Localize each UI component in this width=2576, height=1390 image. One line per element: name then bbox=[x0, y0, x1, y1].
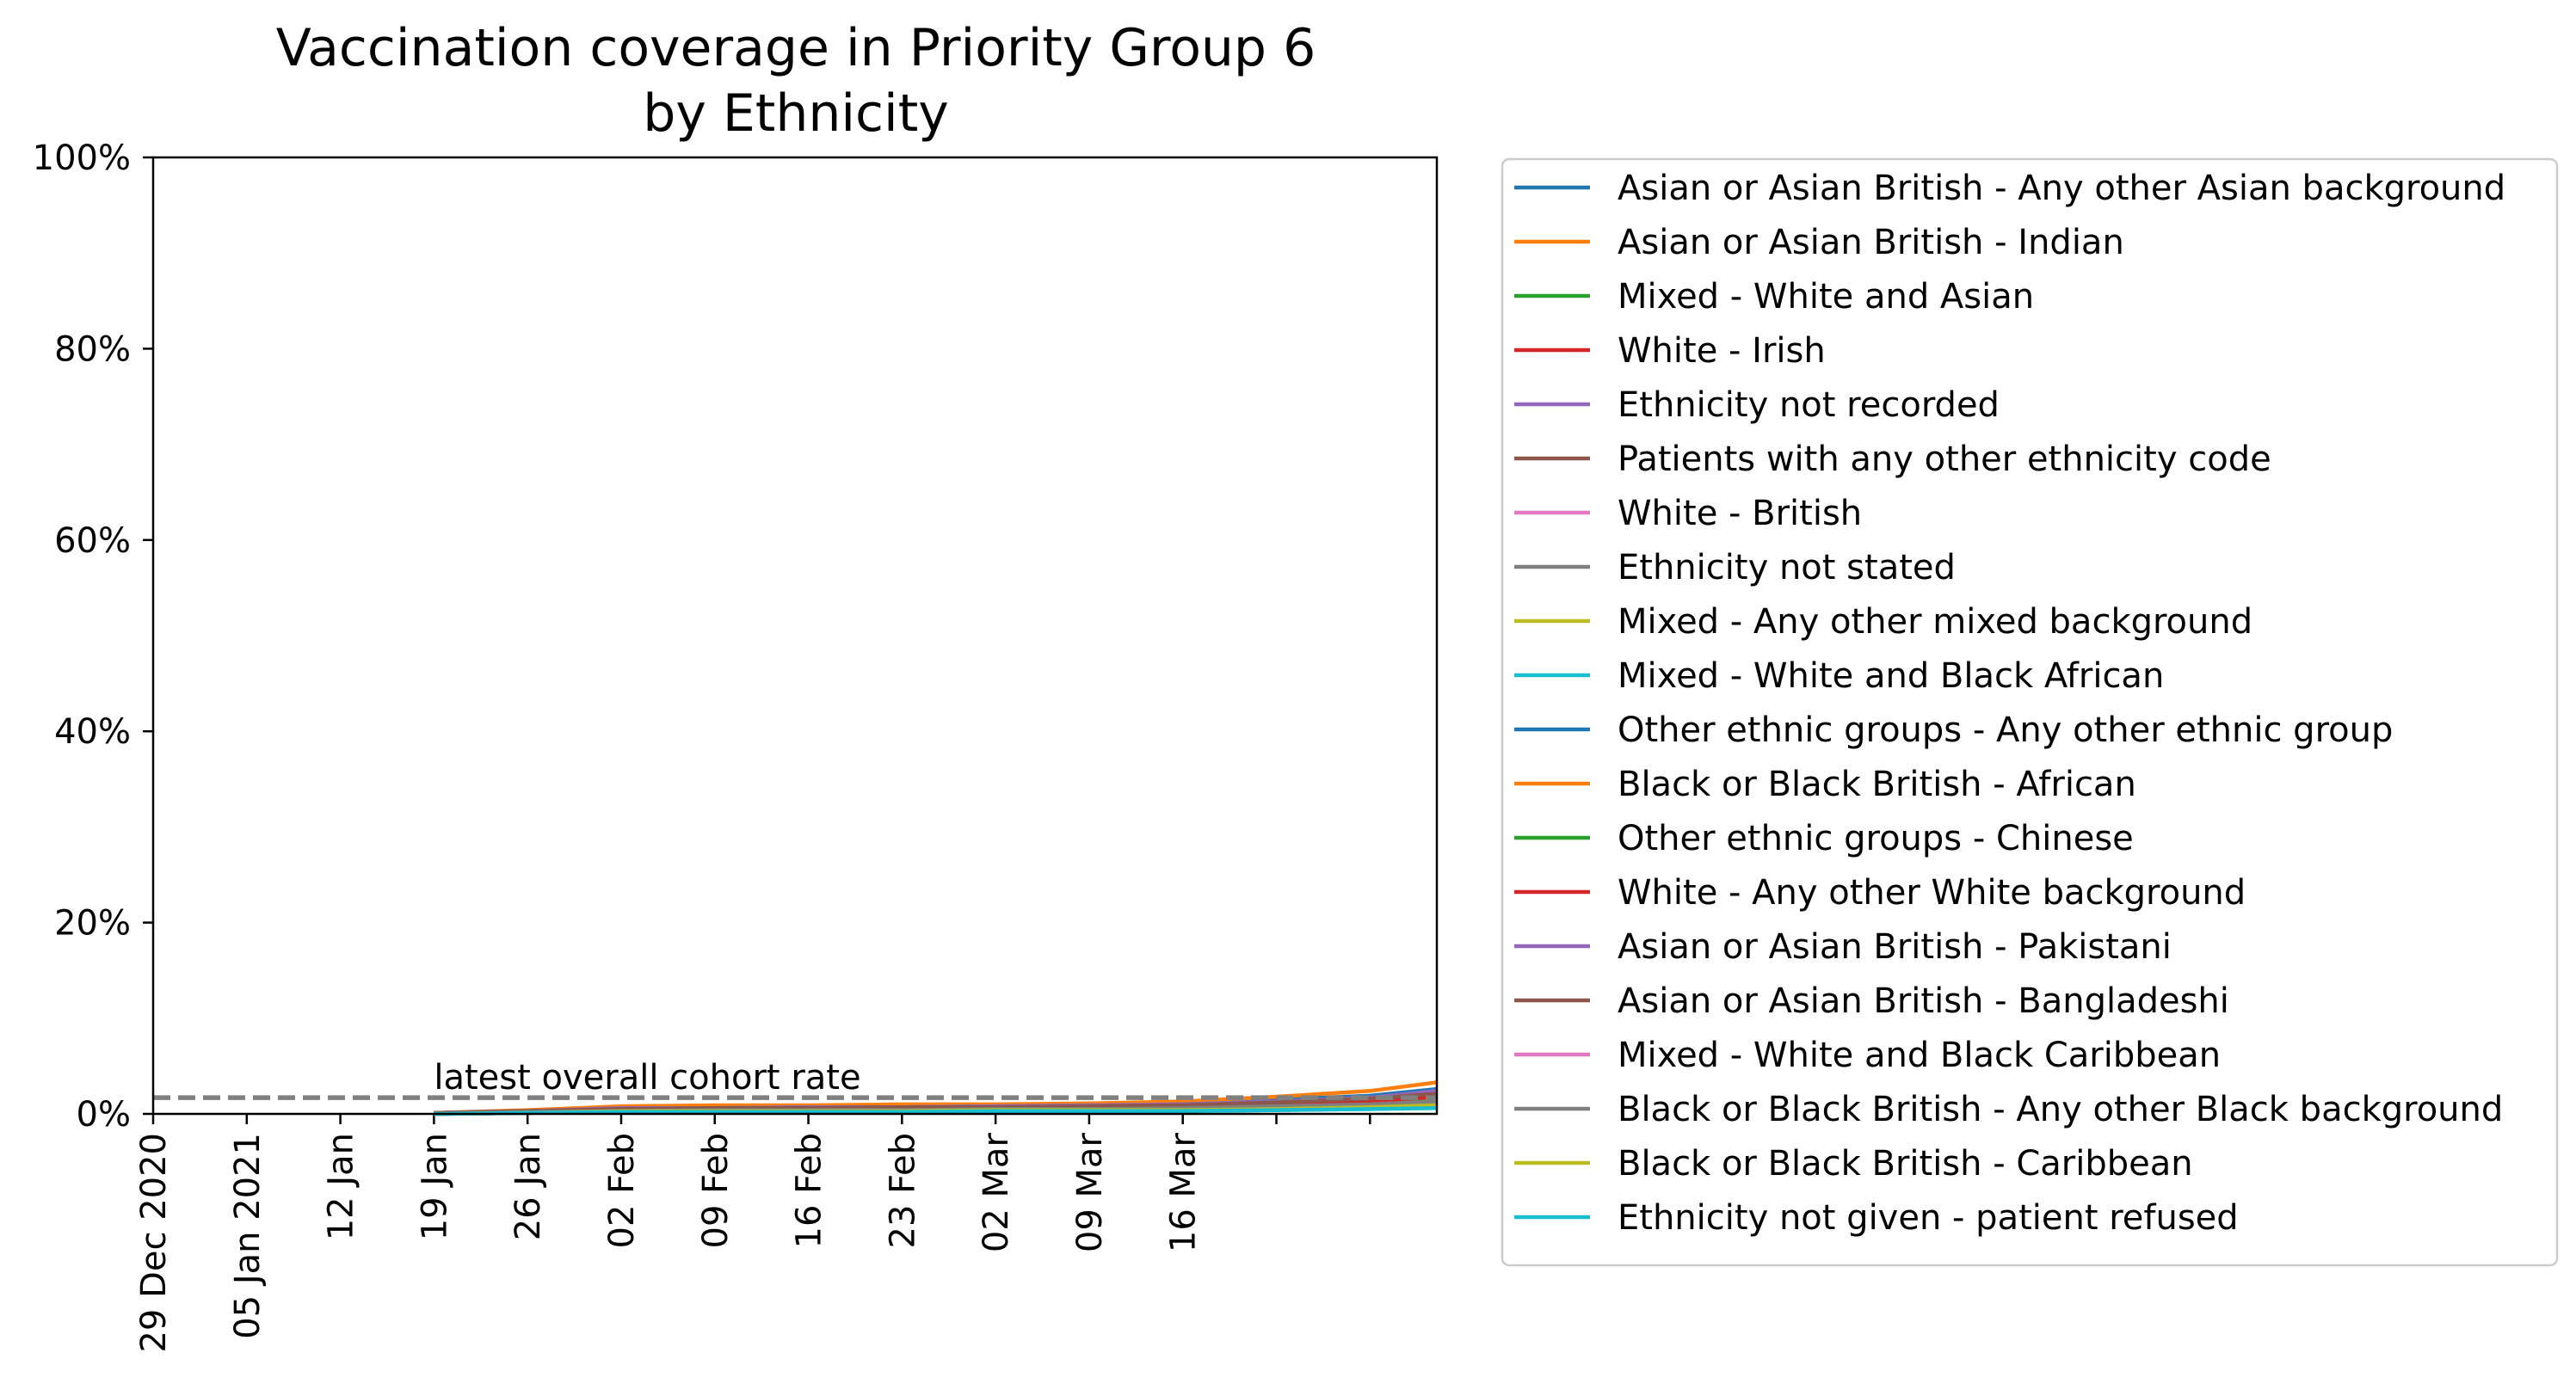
legend-label: Other ethnic groups - Any other ethnic g… bbox=[1618, 710, 2393, 750]
legend-label: Black or Black British - Caribbean bbox=[1618, 1144, 2193, 1184]
legend-label: Other ethnic groups - Chinese bbox=[1618, 819, 2134, 858]
overall-cohort-rate-label: latest overall cohort rate bbox=[434, 1058, 860, 1098]
legend-label: Ethnicity not given - patient refused bbox=[1618, 1198, 2239, 1238]
legend-label: Asian or Asian British - Any other Asian… bbox=[1618, 169, 2505, 208]
legend-label: Asian or Asian British - Pakistani bbox=[1618, 927, 2172, 967]
x-tick-label: 09 Mar bbox=[1070, 1132, 1110, 1252]
legend-label: Ethnicity not stated bbox=[1618, 548, 1956, 587]
legend-label: White - Irish bbox=[1618, 331, 1826, 371]
legend: Asian or Asian British - Any other Asian… bbox=[1501, 157, 2559, 1267]
x-tick-label: 19 Jan bbox=[415, 1133, 454, 1240]
y-tick-label: 80% bbox=[54, 329, 131, 369]
y-tick-label: 100% bbox=[33, 138, 131, 178]
chart-title-line-2: by Ethnicity bbox=[643, 83, 949, 144]
legend-label: Black or Black British - Any other Black… bbox=[1618, 1090, 2503, 1129]
legend-label: Ethnicity not recorded bbox=[1618, 385, 2000, 425]
x-tick-label: 09 Feb bbox=[696, 1133, 736, 1248]
x-tick-label: 16 Feb bbox=[790, 1133, 829, 1248]
legend-label: Asian or Asian British - Bangladeshi bbox=[1618, 981, 2229, 1021]
x-tick-label: 02 Mar bbox=[977, 1132, 1016, 1252]
x-tick-label: 02 Feb bbox=[602, 1133, 642, 1248]
legend-label: Mixed - White and Black Caribbean bbox=[1618, 1036, 2221, 1075]
x-tick-label: 23 Feb bbox=[883, 1133, 922, 1248]
x-tick-label: 12 Jan bbox=[322, 1133, 361, 1240]
legend-label: Patients with any other ethnicity code bbox=[1618, 440, 2271, 479]
chart-title-line-1: Vaccination coverage in Priority Group 6 bbox=[276, 18, 1316, 78]
x-tick-label: 05 Jan 2021 bbox=[228, 1133, 268, 1339]
legend-label: White - Any other White background bbox=[1618, 873, 2246, 913]
x-tick-label: 29 Dec 2020 bbox=[134, 1133, 174, 1353]
series-line bbox=[434, 1106, 1438, 1116]
legend-box bbox=[1501, 157, 2559, 1267]
plot-area: 0% 20% 40% 60% 80% 100% 29 Dec 2020 05 Jan 2021… bbox=[33, 138, 1439, 1353]
y-tick-label: 0% bbox=[77, 1095, 131, 1135]
legend-label: Mixed - White and Asian bbox=[1618, 277, 2034, 317]
x-tick-label: 26 Jan bbox=[508, 1133, 548, 1240]
y-tick-label: 40% bbox=[54, 712, 131, 752]
legend-label: Black or Black British - African bbox=[1618, 765, 2136, 804]
legend-label: Asian or Asian British - Indian bbox=[1618, 223, 2124, 262]
legend-label: Mixed - Any other mixed background bbox=[1618, 602, 2252, 642]
y-tick-label: 60% bbox=[54, 521, 131, 561]
plot-frame bbox=[151, 156, 1439, 1116]
x-tick-label: 16 Mar bbox=[1164, 1132, 1204, 1252]
y-tick-label: 20% bbox=[54, 904, 131, 944]
legend-label: Mixed - White and Black African bbox=[1618, 656, 2164, 696]
legend-label: White - British bbox=[1618, 494, 1862, 533]
